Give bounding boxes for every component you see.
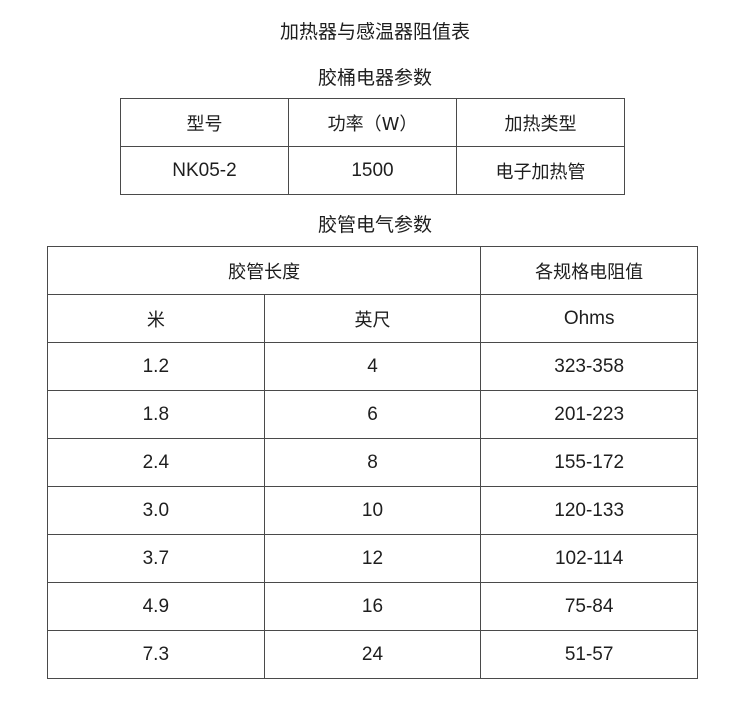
hose-electrical-table: 胶管长度 各规格电阻值 米 英尺 Ohms 1.2 4 323-358 1.8 6 201… [46,246,698,679]
cell-feet: 12 [263,534,482,583]
table-row: 7.3 24 51-57 [47,630,698,679]
header-power: 功率（W） [288,98,457,147]
table2-caption: 胶管电气参数 [317,214,432,236]
table-header-row: 胶管长度 各规格电阻值 [46,246,698,295]
cell-feet: 16 [263,582,482,631]
cell-ohms: 155-172 [480,438,698,487]
header-resistance: 各规格电阻值 [480,246,698,295]
cell-meters: 1.8 [47,390,265,439]
header-model: 型号 [120,98,289,147]
table-row: 2.4 8 155-172 [47,438,698,487]
cell-feet: 24 [263,630,482,679]
cell-feet: 10 [263,486,482,535]
subheader-ohms: Ohms [480,294,698,343]
table1-caption: 胶桶电器参数 [317,67,432,89]
table-row: 1.8 6 201-223 [47,390,698,439]
subheader-feet: 英尺 [263,294,482,343]
cell-meters: 2.4 [47,438,265,487]
cell-ohms: 201-223 [480,390,698,439]
cell-ohms: 323-358 [480,342,698,391]
header-hose-length: 胶管长度 [46,246,482,295]
cell-heating-type: 电子加热管 [456,146,625,195]
cell-meters: 4.9 [47,582,265,631]
cell-feet: 4 [263,342,482,391]
table-row: 1.2 4 323-358 [47,342,698,391]
cell-model: NK05-2 [120,146,289,195]
cell-ohms: 75-84 [480,582,698,631]
cell-ohms: 51-57 [480,630,698,679]
table-subheader-row: 米 英尺 Ohms [47,294,698,343]
cell-meters: 3.7 [47,534,265,583]
cell-ohms: 120-133 [480,486,698,535]
cell-feet: 6 [263,390,482,439]
barrel-electrical-table: 型号 功率（W） 加热类型 NK05-2 1500 电子加热管 [120,98,625,195]
header-heating-type: 加热类型 [456,98,625,147]
cell-meters: 7.3 [47,630,265,679]
page-title: 加热器与感温器阻值表 [279,21,470,43]
cell-meters: 3.0 [47,486,265,535]
table-row: 3.7 12 102-114 [47,534,698,583]
cell-ohms: 102-114 [480,534,698,583]
cell-power: 1500 [288,146,457,195]
table-row: 4.9 16 75-84 [47,582,698,631]
table-row: NK05-2 1500 电子加热管 [120,146,625,195]
cell-meters: 1.2 [47,342,265,391]
cell-feet: 8 [263,438,482,487]
subheader-meters: 米 [47,294,265,343]
table-row: 3.0 10 120-133 [47,486,698,535]
table-header-row: 型号 功率（W） 加热类型 [120,98,625,147]
